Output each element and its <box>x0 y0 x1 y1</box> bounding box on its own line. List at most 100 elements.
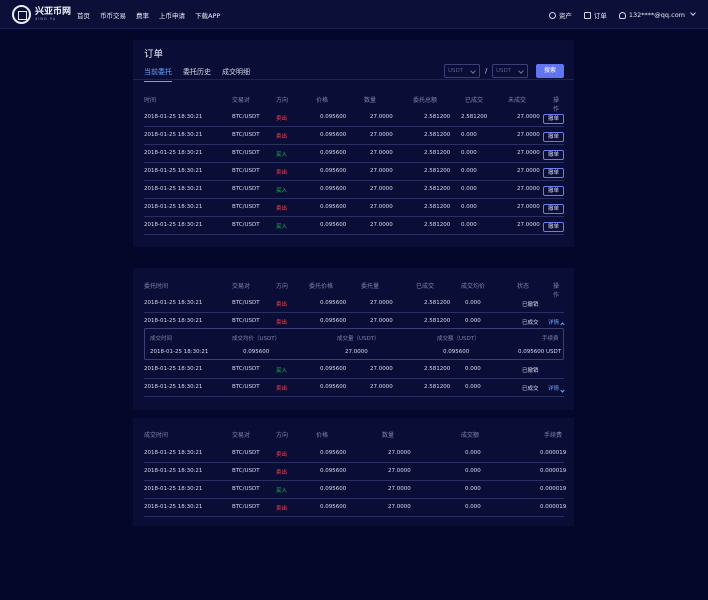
nav-fees[interactable]: 费率 <box>136 12 149 20</box>
order-unfilled: 27.0000 <box>517 222 540 228</box>
table-row: 2018-01-25 18:30:21 BTC/USDT 买入 0.095600 27.… <box>144 181 564 199</box>
nav-download[interactable]: 下载APP <box>195 12 221 20</box>
col-filled: 已成交 <box>416 283 435 290</box>
fill-fee: 0.000019 <box>540 486 567 492</box>
cancel-order-button[interactable]: 撤单 <box>543 168 564 178</box>
cancel-order-button[interactable]: 撤单 <box>543 186 564 196</box>
fill-price: 0.095600 <box>320 504 347 510</box>
assets-link[interactable]: 资产 <box>548 10 572 20</box>
account-menu[interactable]: 132****@qq.com <box>618 10 696 19</box>
details-toggle[interactable]: 详情 <box>548 318 565 327</box>
fill-amount: 27.0000 <box>388 450 411 456</box>
cancel-order-button[interactable]: 撤单 <box>543 204 564 214</box>
chevron-down-icon <box>560 388 565 393</box>
order-time: 2018-01-25 18:30:21 <box>144 300 203 306</box>
order-side: 卖出 <box>276 170 288 176</box>
order-price: 0.095600 <box>320 132 347 138</box>
top-navigation-bar: 兴亚币网 XING YA 首页 币币交易 费率 上币申请 下载APP 资产 订单… <box>0 0 708 29</box>
order-status: 已撤销 <box>522 302 539 308</box>
chevron-down-icon <box>690 10 696 16</box>
tab-trade-details[interactable]: 成交明细 <box>222 68 250 76</box>
col-time: 时间 <box>144 97 157 104</box>
pair-separator: / <box>485 67 488 75</box>
tab-order-history[interactable]: 委托历史 <box>183 68 211 76</box>
user-nav: 资产 订单 132****@qq.com <box>537 10 696 20</box>
quote-currency-select[interactable]: USDT <box>492 64 528 78</box>
order-tabs: 当前委托 委托历史 成交明细 <box>144 67 250 82</box>
order-pair: BTC/USDT <box>232 384 260 390</box>
fill-time: 2018-01-25 18:30:21 <box>144 486 203 492</box>
order-filled: 0.000 <box>461 150 477 156</box>
order-avg-price: 0.000 <box>465 300 481 306</box>
table-row: 2018-01-25 18:30:21 BTC/USDT 卖出 0.095600 27.… <box>144 199 564 217</box>
nav-trade[interactable]: 币币交易 <box>100 12 126 20</box>
order-amount: 27.0000 <box>370 366 393 372</box>
col-order-time: 委托时间 <box>144 283 169 290</box>
current-orders-panel: 订单 当前委托 委托历史 成交明细 USDT / USDT 搜索 时间 交易对 … <box>133 40 574 247</box>
brand-subtitle: XING YA <box>35 17 57 21</box>
order-time: 2018-01-25 18:30:21 <box>144 132 203 138</box>
order-unfilled: 27.0000 <box>517 150 540 156</box>
tab-divider <box>133 79 574 80</box>
cancel-order-button[interactable]: 撤单 <box>543 114 564 124</box>
brand-logo[interactable]: 兴亚币网 XING YA <box>12 5 71 24</box>
order-unfilled: 27.0000 <box>517 186 540 192</box>
fill-side: 卖出 <box>276 506 288 512</box>
fill-pair: BTC/USDT <box>232 504 260 510</box>
order-price: 0.095600 <box>320 186 347 192</box>
table-row: 2018-01-25 18:30:21 BTC/USDT 卖出 0.095600 27.… <box>144 295 564 313</box>
order-filled: 2.581200 <box>461 114 488 120</box>
order-time: 2018-01-25 18:30:21 <box>144 204 203 210</box>
order-unfilled: 27.0000 <box>517 114 540 120</box>
col-action: 操作 <box>553 283 560 299</box>
table-row: 2018-01-25 18:30:21 BTC/USDT 卖出 0.095600 27.… <box>144 445 566 463</box>
order-time: 2018-01-25 18:30:21 <box>144 318 203 324</box>
fill-fee: 0.000019 <box>540 504 567 510</box>
order-pair: BTC/USDT <box>232 168 260 174</box>
details-toggle[interactable]: 详情 <box>548 384 565 393</box>
cancel-order-button[interactable]: 撤单 <box>543 222 564 232</box>
order-price: 0.095600 <box>320 204 347 210</box>
order-pair: BTC/USDT <box>232 114 260 120</box>
order-time: 2018-01-25 18:30:21 <box>144 150 203 156</box>
search-button[interactable]: 搜索 <box>536 64 564 78</box>
tab-current-orders[interactable]: 当前委托 <box>144 67 172 82</box>
order-side: 卖出 <box>276 134 288 140</box>
sub-col-fill-amount: 成交量（USDT） <box>337 336 380 342</box>
order-unfilled: 27.0000 <box>517 204 540 210</box>
col-side: 方向 <box>276 97 289 104</box>
order-pair: BTC/USDT <box>232 132 260 138</box>
fill-pair: BTC/USDT <box>232 486 260 492</box>
page-title: 订单 <box>144 49 164 60</box>
order-side: 卖出 <box>276 386 288 392</box>
sub-col-fill-time: 成交时间 <box>150 336 173 342</box>
order-avg-price: 0.000 <box>465 366 481 372</box>
order-filled: 2.581200 <box>424 300 451 306</box>
orders-icon <box>583 11 591 19</box>
nav-listing[interactable]: 上币申请 <box>159 12 185 20</box>
sub-fill-value: 0.095600 <box>443 349 470 355</box>
sub-col-fee: 手续费 <box>542 336 559 342</box>
nav-home[interactable]: 首页 <box>77 12 90 20</box>
sub-col-avg-price: 成交均价（USDT） <box>232 336 281 342</box>
col-status: 状态 <box>517 283 530 290</box>
col-side: 方向 <box>276 283 289 290</box>
order-filled: 2.581200 <box>424 318 451 324</box>
col-total: 委托总额 <box>413 97 438 104</box>
cancel-order-button[interactable]: 撤单 <box>543 132 564 142</box>
orders-link[interactable]: 订单 <box>583 10 607 20</box>
order-status: 已撤销 <box>522 368 539 374</box>
fill-detail-box: 成交时间 成交均价（USDT） 成交量（USDT） 成交额（USDT） 手续费 … <box>144 328 564 360</box>
user-icon <box>618 11 626 19</box>
trade-details-panel: 成交时间 交易对 方向 价格 数量 成交额 手续费 2018-01-25 18:… <box>133 418 574 526</box>
order-amount: 27.0000 <box>370 186 393 192</box>
col-fill-time: 成交时间 <box>144 432 169 439</box>
fill-price: 0.095600 <box>320 468 347 474</box>
fill-value: 0.000 <box>465 468 481 474</box>
fills-header: 成交时间 交易对 方向 价格 数量 成交额 手续费 <box>144 430 564 448</box>
cancel-order-button[interactable]: 撤单 <box>543 150 564 160</box>
order-total: 2.581200 <box>424 222 451 228</box>
order-amount: 27.0000 <box>370 168 393 174</box>
assets-icon <box>548 11 556 19</box>
base-currency-select[interactable]: USDT <box>444 64 480 78</box>
